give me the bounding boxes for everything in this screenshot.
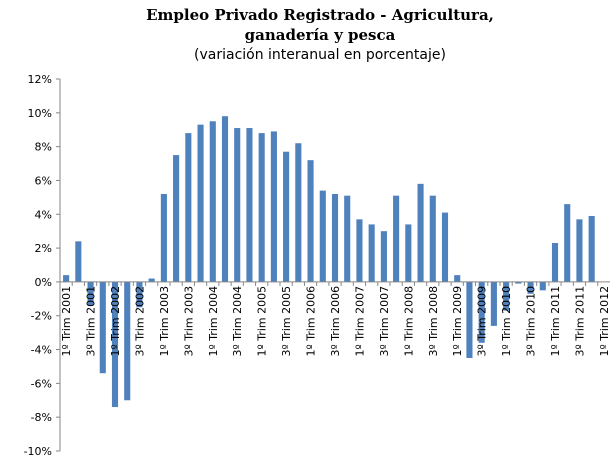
x-tick-label: 3º Trim 2004 bbox=[231, 286, 244, 357]
bar bbox=[393, 195, 400, 282]
x-tick-label: 3º Trim 2005 bbox=[280, 286, 293, 357]
bar bbox=[124, 281, 131, 401]
x-tick-label: 1º Trim 2010 bbox=[500, 286, 513, 357]
x-tick-label: 3º Trim 2003 bbox=[182, 286, 195, 357]
bar bbox=[307, 160, 314, 282]
bar bbox=[588, 215, 595, 282]
x-tick-label: 3º Trim 2010 bbox=[525, 286, 538, 357]
bar bbox=[87, 281, 94, 306]
bar bbox=[527, 281, 534, 294]
bar bbox=[368, 224, 375, 282]
bar bbox=[417, 183, 424, 282]
x-tick-label: 1º Trim 2006 bbox=[305, 286, 318, 357]
x-tick-label: 1º Trim 2002 bbox=[109, 286, 122, 357]
chart-title: Empleo Privado Registrado - Agricultura, bbox=[146, 6, 494, 24]
x-tick-label: 1º Trim 2001 bbox=[60, 286, 73, 357]
x-tick-label: 3º Trim 2011 bbox=[573, 286, 586, 357]
bar bbox=[197, 124, 204, 282]
chart-subtitle: (variación interanual en porcentaje) bbox=[194, 47, 446, 63]
x-tick-label: 1º Trim 2003 bbox=[158, 286, 171, 357]
bar bbox=[405, 224, 412, 282]
y-tick-label: -4% bbox=[31, 344, 52, 357]
x-tick-label: 1º Trim 2012 bbox=[598, 286, 611, 357]
x-tick-label: 1º Trim 2008 bbox=[402, 286, 415, 357]
bar bbox=[209, 121, 216, 282]
x-tick-label: 1º Trim 2007 bbox=[353, 286, 366, 357]
y-tick-label: 8% bbox=[35, 141, 52, 154]
bar bbox=[270, 131, 277, 282]
bar bbox=[319, 190, 326, 282]
bar bbox=[380, 231, 387, 282]
bar bbox=[454, 275, 461, 282]
x-tick-label: 3º Trim 2002 bbox=[133, 286, 146, 357]
bar bbox=[234, 128, 241, 282]
bar bbox=[478, 281, 485, 343]
x-tick-label: 3º Trim 2008 bbox=[427, 286, 440, 357]
bar bbox=[246, 128, 253, 282]
bar bbox=[441, 212, 449, 282]
y-tick-label: -8% bbox=[31, 411, 52, 424]
bar bbox=[148, 278, 155, 282]
x-tick-label: 1º Trim 2004 bbox=[207, 286, 220, 357]
bar bbox=[160, 193, 167, 282]
x-tick-label: 1º Trim 2009 bbox=[451, 286, 464, 357]
y-tick-label: 0% bbox=[35, 276, 52, 289]
y-tick-label: -2% bbox=[31, 310, 52, 323]
x-tick-label: 3º Trim 2006 bbox=[329, 286, 342, 357]
x-tick-label: 1º Trim 2005 bbox=[256, 286, 269, 357]
x-tick-label: 3º Trim 2009 bbox=[476, 286, 489, 357]
chart-title: ganadería y pesca bbox=[245, 26, 396, 44]
bar bbox=[136, 281, 143, 308]
bar bbox=[283, 151, 290, 282]
y-tick-label: 4% bbox=[35, 208, 52, 221]
x-tick-label: 3º Trim 2007 bbox=[378, 286, 391, 357]
bar bbox=[576, 219, 583, 282]
bar bbox=[99, 281, 106, 374]
bar bbox=[221, 116, 229, 282]
bar bbox=[539, 281, 546, 291]
bar bbox=[185, 133, 192, 282]
bar bbox=[111, 281, 119, 408]
bar bbox=[331, 193, 339, 282]
x-tick-label: 3º Trim 2001 bbox=[85, 286, 98, 357]
y-tick-label: 12% bbox=[28, 73, 52, 86]
bar bbox=[551, 243, 559, 282]
bar bbox=[63, 275, 70, 282]
y-tick-label: 2% bbox=[35, 242, 52, 255]
y-tick-label: -10% bbox=[24, 445, 52, 457]
y-tick-label: 6% bbox=[35, 174, 52, 187]
bar bbox=[490, 281, 497, 326]
bar bbox=[344, 195, 351, 282]
bar bbox=[356, 219, 363, 282]
y-tick-label: -6% bbox=[31, 377, 52, 390]
bar bbox=[75, 241, 82, 282]
bar bbox=[258, 133, 265, 282]
bar bbox=[295, 143, 302, 282]
bar bbox=[564, 204, 571, 282]
bar bbox=[515, 281, 522, 284]
y-tick-label: 10% bbox=[28, 107, 52, 120]
bar bbox=[173, 155, 180, 282]
x-tick-label: 1º Trim 2011 bbox=[549, 286, 562, 357]
bar bbox=[466, 281, 473, 358]
bar bbox=[503, 281, 510, 311]
bar bbox=[429, 195, 436, 282]
